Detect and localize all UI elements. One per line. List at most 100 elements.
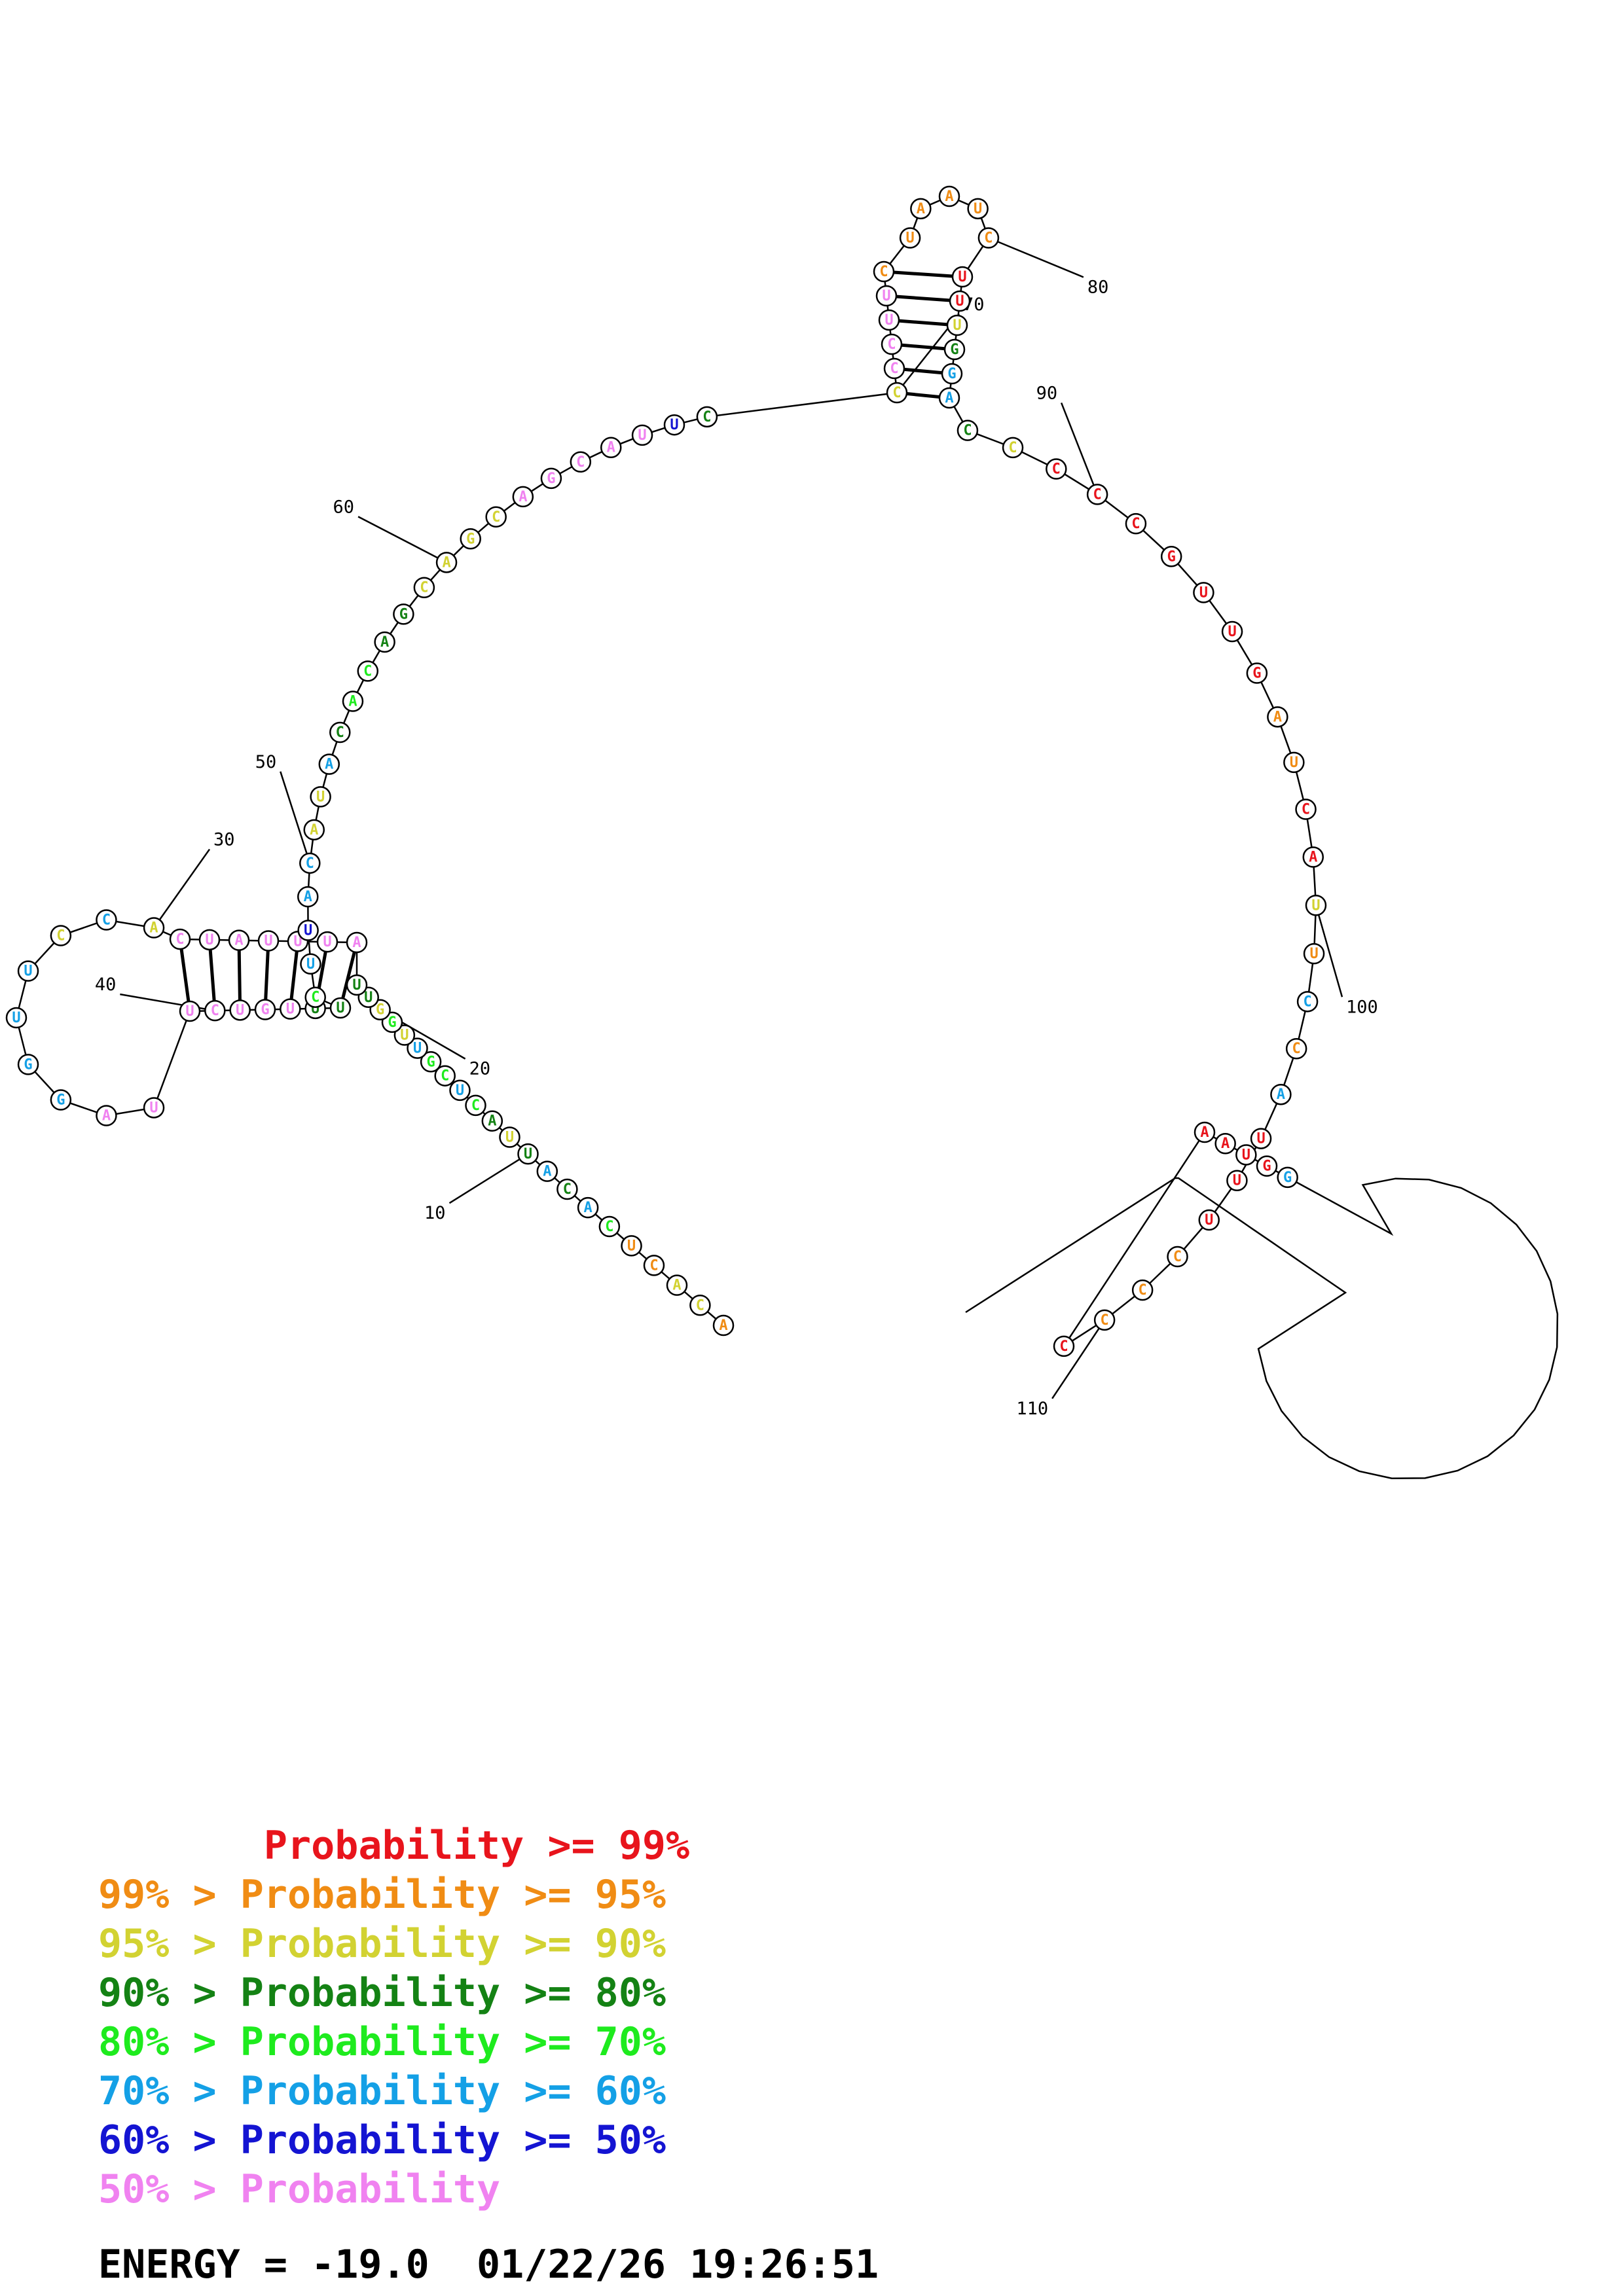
- nucleotide: G: [254, 999, 276, 1020]
- nucleotide: U: [407, 1037, 428, 1059]
- nucleotide-circle: [17, 1054, 39, 1075]
- nucleotide-letter: C: [963, 423, 972, 439]
- nucleotide-letter: U: [627, 1238, 636, 1254]
- nucleotide: U: [1221, 620, 1243, 643]
- nucleotide: G: [941, 363, 963, 385]
- nucleotide-circle: [1214, 1132, 1236, 1155]
- nucleotide: C: [50, 925, 72, 946]
- nucleotide-circle: [485, 506, 507, 528]
- nucleotide-letter: G: [1167, 548, 1176, 565]
- nucleotide-letter: A: [945, 188, 953, 205]
- nucleotide-circle: [346, 931, 368, 954]
- nucleotide-letter: A: [917, 201, 925, 217]
- nucleotide-circle: [499, 1126, 520, 1148]
- nucleotide-circle: [50, 925, 72, 946]
- nucleotide-letter: U: [1242, 1147, 1250, 1163]
- nucleotide: U: [517, 1143, 539, 1165]
- tick-label: 90: [1036, 383, 1058, 403]
- nucleotide: C: [881, 333, 903, 355]
- nucleotide-circle: [413, 577, 435, 598]
- nucleotide: C: [1285, 1037, 1307, 1060]
- nucleotide-circle: [5, 1007, 27, 1029]
- nucleotide-letter: U: [264, 933, 272, 950]
- nucleotide: A: [938, 185, 960, 207]
- nucleotide: A: [1214, 1132, 1236, 1155]
- nucleotide-circle: [198, 929, 221, 951]
- nucleotide-letter: U: [958, 269, 966, 285]
- nucleotide-letter: C: [605, 1219, 613, 1235]
- base-pair-line: [883, 270, 963, 279]
- nucleotide-circle: [228, 929, 250, 951]
- tick-label: 30: [213, 830, 235, 850]
- nucleotide: U: [5, 1007, 27, 1029]
- nucleotide-circle: [946, 314, 968, 336]
- nucleotide: C: [883, 357, 905, 380]
- nucleotide-circle: [556, 1178, 578, 1200]
- nucleotide-letter: G: [399, 606, 408, 622]
- tick-label: 110: [1016, 1399, 1048, 1419]
- nucleotide-letter: A: [1277, 1086, 1285, 1103]
- nucleotide-circle: [1046, 458, 1067, 480]
- nucleotide-letter: G: [547, 471, 555, 487]
- nucleotide-letter: A: [352, 935, 361, 951]
- nucleotide: U: [1305, 895, 1327, 916]
- base-pair-line: [263, 941, 270, 1010]
- nucleotide: U: [1250, 1128, 1272, 1149]
- nucleotide-circle: [1270, 1083, 1292, 1105]
- nucleotide-letter: A: [1221, 1136, 1230, 1152]
- nucleotide: U: [449, 1079, 471, 1102]
- tick-line: [1051, 1319, 1106, 1399]
- nucleotide: G: [1277, 1166, 1298, 1189]
- nucleotide-circle: [1250, 1128, 1272, 1149]
- nucleotide: U: [1235, 1144, 1257, 1166]
- nucleotide: A: [1194, 1121, 1216, 1143]
- nucleotide: C: [465, 1094, 486, 1117]
- nucleotide: A: [346, 931, 368, 954]
- legend-line: 99% > Probability >= 95%: [98, 1872, 666, 1918]
- nucleotide-circle: [951, 266, 974, 288]
- nucleotide-letter: G: [388, 1014, 396, 1031]
- nucleotide: U: [1303, 942, 1325, 965]
- nucleotide-circle: [878, 309, 900, 331]
- nucleotide-circle: [1193, 582, 1214, 603]
- nucleotide-letter: A: [945, 390, 953, 406]
- nucleotide-letter: U: [953, 317, 961, 334]
- nucleotide-letter: U: [882, 288, 890, 304]
- nucleotide-letter: C: [649, 1257, 658, 1274]
- nucleotide-letter: U: [1256, 1131, 1265, 1147]
- nucleotide: A: [318, 753, 340, 775]
- nucleotide-circle: [1256, 1155, 1278, 1177]
- nucleotide-letter: U: [149, 1100, 158, 1116]
- nucleotide-letter: C: [887, 336, 896, 353]
- nucleotide: U: [316, 931, 338, 953]
- nucleotide-circle: [310, 786, 331, 808]
- legend-line: 80% > Probability >= 70%: [98, 2019, 666, 2065]
- nucleotide: C: [886, 382, 908, 404]
- nucleotide-circle: [873, 260, 895, 283]
- nucleotide-letter: C: [311, 990, 319, 1006]
- nucleotide-circle: [300, 953, 321, 975]
- nucleotide: A: [143, 917, 165, 939]
- nucleotide-letter: A: [1200, 1124, 1209, 1141]
- nucleotide-circle: [303, 819, 325, 841]
- nucleotide: U: [329, 997, 352, 1019]
- nucleotide-circle: [297, 920, 319, 941]
- nucleotide-letter: A: [380, 634, 389, 651]
- nucleotide-circle: [1267, 706, 1288, 728]
- nucleotide-letter: C: [102, 912, 111, 929]
- nucleotide-circle: [943, 338, 966, 361]
- nucleotide: A: [666, 1274, 688, 1296]
- nucleotide-letter: U: [352, 977, 361, 994]
- nucleotide-circle: [374, 631, 395, 653]
- legend-line: 60% > Probability >= 50%: [98, 2117, 666, 2163]
- legend-line: 50% > Probability: [98, 2166, 501, 2212]
- nucleotide-circle: [1302, 846, 1324, 868]
- nucleotide: A: [374, 631, 395, 653]
- nucleotide: C: [485, 506, 507, 528]
- nucleotide-letter: U: [306, 956, 315, 973]
- nucleotide: U: [631, 424, 653, 446]
- nucleotide-circle: [883, 357, 905, 380]
- nucleotide: C: [598, 1215, 621, 1238]
- nucleotide: A: [600, 437, 622, 458]
